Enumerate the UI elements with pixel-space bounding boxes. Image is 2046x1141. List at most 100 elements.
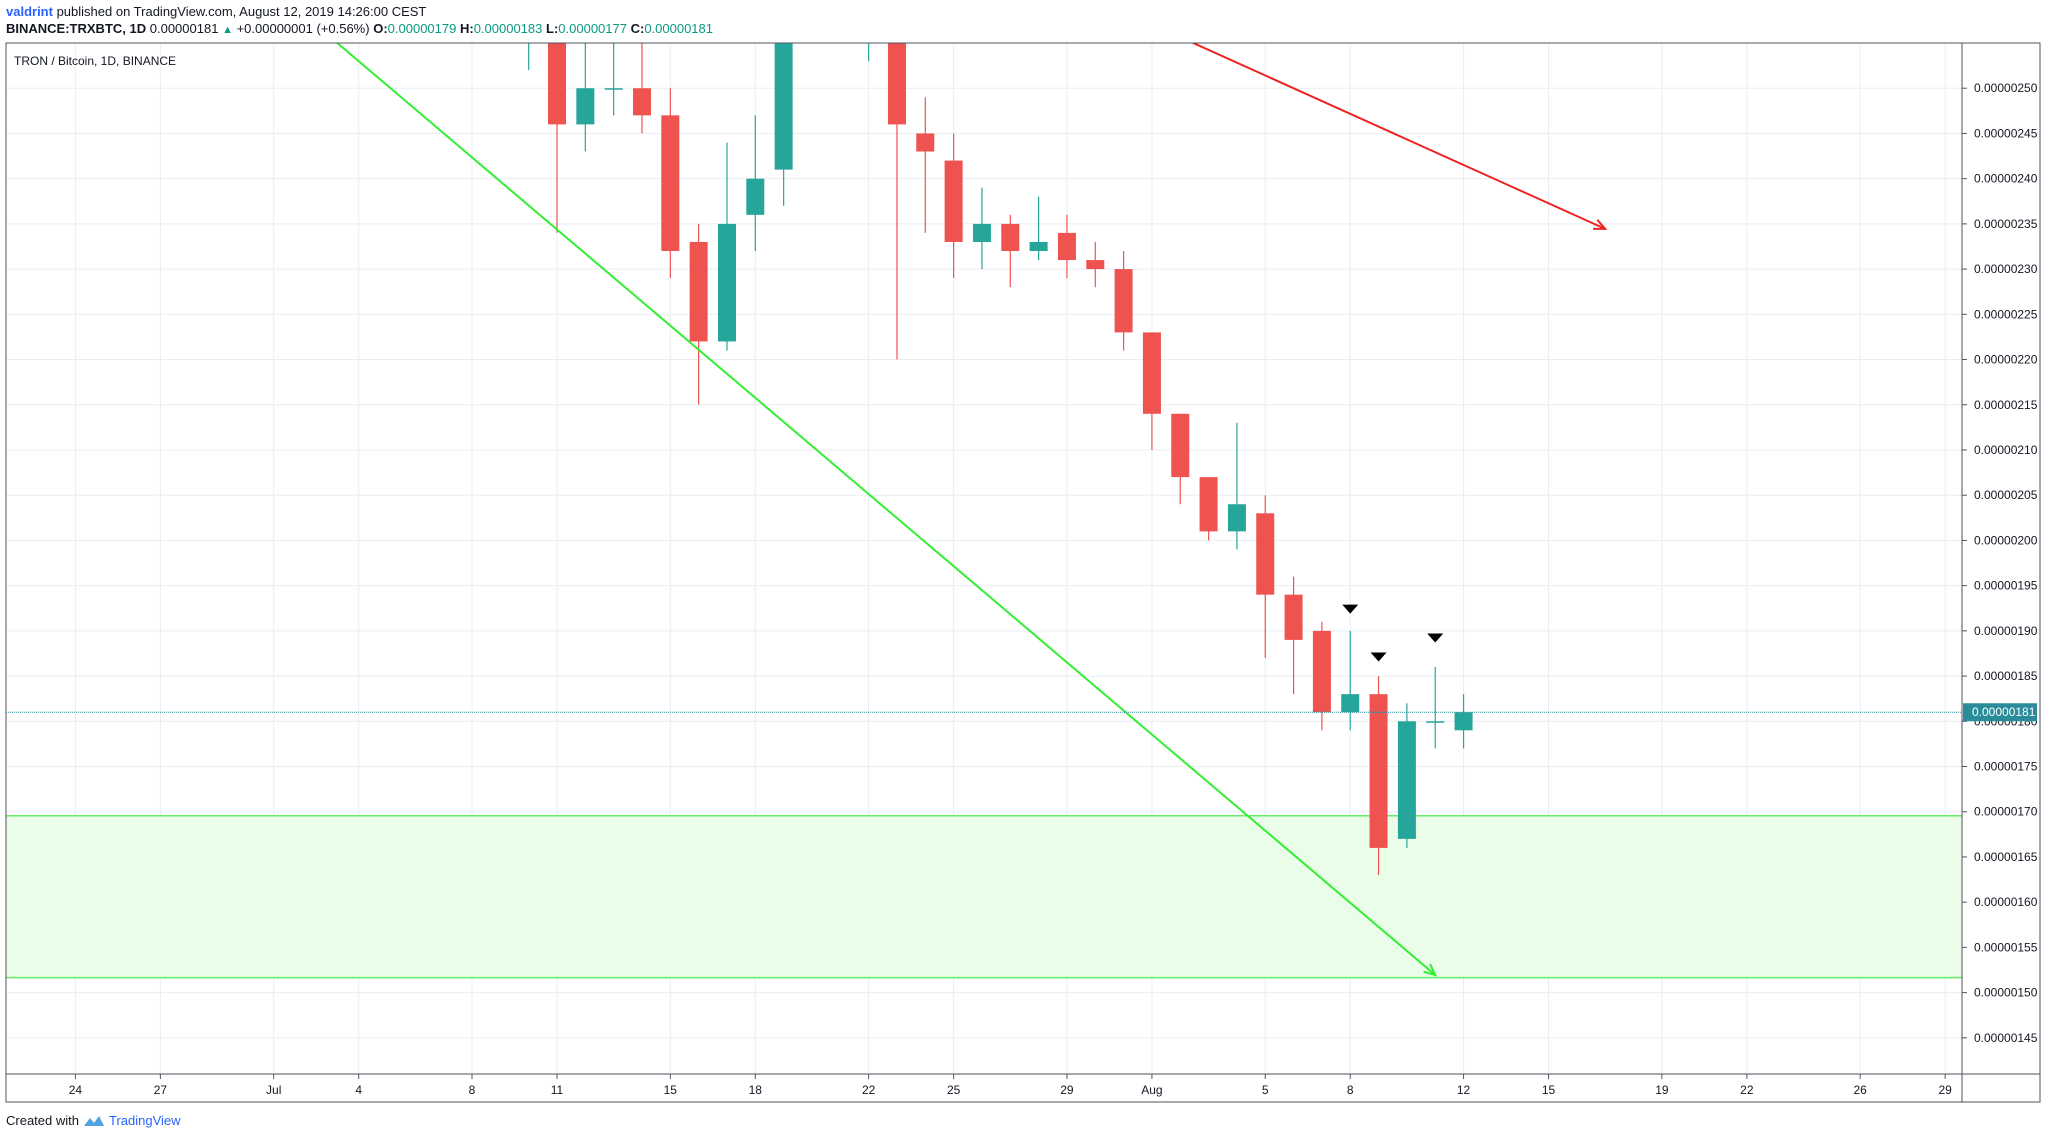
low-value: 0.00000177 <box>558 21 627 36</box>
candle-body <box>916 133 935 152</box>
trend-lines-layer <box>335 43 1605 975</box>
support-zone <box>6 815 1962 978</box>
time-tick-label: 24 <box>69 1083 83 1097</box>
down-marker-icon <box>1342 604 1359 614</box>
price-axis[interactable]: 0.00000250 0.00000245 0.00000240 0.00000235… <box>1962 81 2038 1045</box>
candle-body <box>548 43 566 125</box>
candle <box>528 43 530 71</box>
time-tick-label: 4 <box>355 1083 362 1097</box>
candle-body <box>661 115 680 252</box>
price-tick-label: 0.00000205 <box>1974 488 2038 502</box>
price-tick-label: 0.00000235 <box>1974 217 2038 231</box>
author-link[interactable]: valdrint <box>6 4 53 19</box>
candle <box>1114 251 1133 351</box>
chart-title: TRON / Bitcoin, 1D, BINANCE <box>14 54 176 68</box>
publish-text: published on TradingView.com, August 12,… <box>52 4 427 19</box>
candle <box>868 43 870 62</box>
price-tick-label: 0.00000250 <box>1974 81 2038 95</box>
time-tick-label: 22 <box>1740 1083 1754 1097</box>
price-tick-label: 0.00000160 <box>1974 895 2038 909</box>
candle <box>972 187 991 270</box>
last-price-badge: 0.00000181 <box>1963 703 2037 722</box>
up-arrow-icon: ▲ <box>222 24 233 36</box>
candle-body <box>1171 413 1190 478</box>
price-tick-label: 0.00000165 <box>1974 850 2038 864</box>
candle-body <box>1256 513 1275 595</box>
time-tick-label: 29 <box>1938 1083 1952 1097</box>
candle-body <box>944 160 963 242</box>
candle <box>1312 621 1331 731</box>
candle-body <box>1397 721 1416 839</box>
candle <box>1029 196 1048 261</box>
price-tick-label: 0.00000240 <box>1974 172 2038 186</box>
candle <box>746 115 765 252</box>
tradingview-link[interactable]: TradingView <box>108 1113 181 1128</box>
candle <box>1171 413 1190 505</box>
candle-body <box>1142 332 1161 414</box>
red-trend-arrow <box>1190 43 1605 229</box>
markers-layer <box>1342 604 1444 662</box>
candle-body <box>1341 694 1360 713</box>
candle <box>916 97 935 233</box>
price-tick-label: 0.00000225 <box>1974 307 2038 321</box>
candle <box>1397 703 1416 848</box>
high-label: H: <box>459 21 474 36</box>
candle-body <box>1114 269 1133 333</box>
price-tick-label: 0.00000175 <box>1974 760 2038 774</box>
time-tick-label: 8 <box>469 1083 476 1097</box>
candle <box>1341 630 1360 731</box>
candle-body <box>604 88 623 90</box>
footer: Created with TradingView <box>6 1113 181 1128</box>
candle-body <box>1227 504 1246 532</box>
publish-info: valdrint published on TradingView.com, A… <box>6 4 426 20</box>
price-tick-label: 0.00000195 <box>1974 579 2038 593</box>
time-tick-label: Jul <box>266 1083 281 1097</box>
candle-body <box>1454 712 1473 731</box>
time-tick-label: 27 <box>154 1083 168 1097</box>
time-tick-label: 5 <box>1262 1083 1269 1097</box>
price-tick-label: 0.00000215 <box>1974 398 2038 412</box>
candle <box>1086 241 1105 288</box>
price-tick-label: 0.00000150 <box>1974 986 2038 1000</box>
time-tick-label: 26 <box>1854 1083 1868 1097</box>
price-tick-label: 0.00000210 <box>1974 443 2038 457</box>
down-marker-icon <box>1427 633 1444 643</box>
outer-frame <box>5 42 2041 1103</box>
time-tick-label: 8 <box>1347 1083 1354 1097</box>
last-price-badge-text: 0.00000181 <box>1972 705 2036 719</box>
candle-body <box>717 223 736 342</box>
candle <box>1199 477 1218 541</box>
time-tick-label: 15 <box>664 1083 678 1097</box>
open-value: 0.00000179 <box>387 21 457 36</box>
time-tick-label: 19 <box>1655 1083 1669 1097</box>
low-label: L: <box>546 21 559 36</box>
price-tick-label: 0.00000230 <box>1974 262 2038 276</box>
high-value: 0.00000183 <box>473 21 543 36</box>
candle-body <box>774 43 793 170</box>
last-price-badge-bg <box>1963 703 2037 722</box>
support-zone-layer <box>6 815 1962 979</box>
candle <box>1001 214 1020 288</box>
ohlc-legend: BINANCE:TRXBTC, 1D 0.00000181 ▲ +0.00000… <box>6 21 713 38</box>
candle <box>1057 214 1076 279</box>
price-tick-label: 0.00000170 <box>1974 805 2038 819</box>
candle <box>944 133 963 279</box>
candle-body <box>887 43 906 125</box>
price-tick-label: 0.00000200 <box>1974 533 2038 547</box>
time-tick-label: 11 <box>551 1083 564 1097</box>
time-tick-label: 22 <box>862 1083 876 1097</box>
candle-body <box>689 241 708 342</box>
candle-body <box>1369 694 1388 848</box>
price-tick-label: 0.00000145 <box>1974 1031 2038 1045</box>
candle <box>1256 495 1275 658</box>
time-tick-label: 18 <box>749 1083 763 1097</box>
candle-body <box>1029 241 1048 252</box>
candle <box>1227 422 1246 550</box>
candle <box>774 43 793 206</box>
time-tick-label: 25 <box>947 1083 961 1097</box>
green-trend-arrow <box>335 43 1435 975</box>
candle-body <box>1001 223 1020 252</box>
time-axis[interactable]: 24 27 Jul 4 8 11 15 18 22 25 29 Aug 5 8 12 15 19 22 26 29 <box>69 1074 1952 1097</box>
time-tick-label: 12 <box>1457 1083 1471 1097</box>
